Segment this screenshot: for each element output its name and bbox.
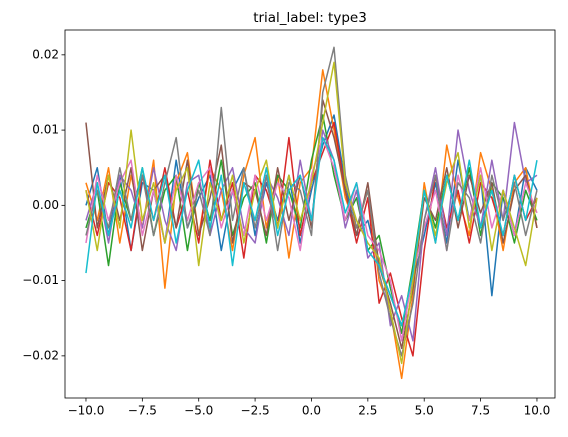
x-tick-label: −2.5	[241, 404, 270, 418]
x-tick-label: −7.5	[128, 404, 157, 418]
y-tick-label: 0.01	[32, 123, 59, 137]
x-tick-label: 2.5	[358, 404, 377, 418]
series-line	[85, 46, 538, 357]
x-tick-label: −5.0	[184, 404, 213, 418]
y-tick-label: −0.02	[22, 348, 59, 362]
x-tick-label: 7.5	[471, 404, 490, 418]
axes-frame	[64, 29, 556, 399]
x-tick-label: 10.0	[524, 404, 551, 418]
chart-title: trial_label: type3	[253, 10, 367, 26]
series-line	[85, 136, 538, 327]
y-tick-label: 0.00	[32, 198, 59, 212]
y-tick-label: −0.01	[22, 273, 59, 287]
x-tick-label: 5.0	[415, 404, 434, 418]
plot-area	[85, 46, 538, 380]
series-line	[85, 61, 538, 365]
x-tick-label: 0.0	[302, 404, 321, 418]
y-tick-label: 0.02	[32, 47, 59, 61]
x-tick-label: −10.0	[68, 404, 105, 418]
